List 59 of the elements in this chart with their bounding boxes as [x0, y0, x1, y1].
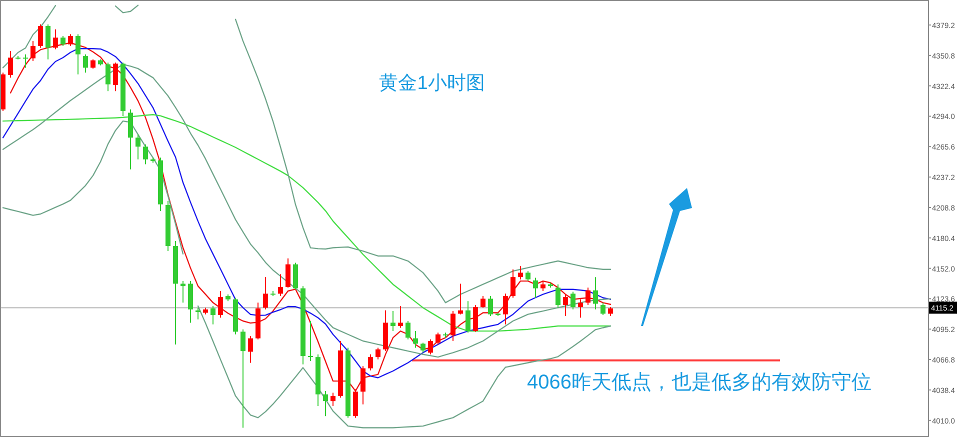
candlestick [466, 300, 470, 334]
candlestick [308, 320, 313, 362]
candlestick [526, 270, 530, 282]
candlestick [510, 268, 516, 298]
candlestick [398, 305, 403, 328]
candlestick [563, 294, 568, 317]
candlestick [570, 291, 576, 310]
candlestick [556, 284, 560, 308]
candlestick [263, 276, 268, 310]
candlestick [488, 296, 493, 317]
candlestick [436, 332, 440, 345]
candlestick [248, 336, 253, 364]
candlestick [480, 296, 486, 308]
candlestick [450, 310, 456, 342]
ref-line-label: 4066昨天低点，也是低多的有效防守位 [527, 371, 872, 394]
candlestick [578, 298, 583, 318]
candlestick [413, 330, 418, 348]
candlestick [136, 134, 140, 160]
candlestick [278, 274, 283, 297]
candlestick [23, 54, 28, 68]
candlestick [196, 307, 200, 320]
candlestick [83, 54, 88, 74]
candlestick [53, 28, 58, 50]
candlestick [30, 40, 36, 62]
candlestick [330, 392, 336, 407]
candlestick [38, 24, 43, 48]
candlestick [420, 342, 426, 354]
candlestick [68, 34, 73, 46]
candlestick [518, 266, 523, 280]
candlestick [323, 390, 328, 417]
candlestick [503, 293, 508, 325]
candlestick [113, 62, 118, 92]
candlestick [8, 50, 13, 78]
candlestick [406, 320, 410, 340]
candlestick [376, 347, 380, 360]
candlestick [473, 304, 478, 332]
candlestick [533, 277, 538, 298]
candlestick [540, 280, 546, 292]
candlestick [240, 328, 246, 428]
candlestick [360, 366, 366, 405]
candlestick [368, 354, 373, 371]
candlestick [293, 262, 298, 290]
candlestick [600, 302, 606, 316]
candlestick [286, 258, 290, 288]
candlestick [428, 338, 433, 355]
candlestick [106, 62, 110, 92]
candlestick [210, 305, 216, 325]
text: 黄金1小时图 [379, 73, 485, 94]
candlestick [390, 310, 396, 332]
candlestick [90, 58, 96, 70]
candlestick [143, 144, 148, 165]
candlestick [46, 24, 50, 60]
candlestick [60, 36, 66, 46]
candlestick [218, 290, 223, 318]
candlestick [586, 287, 590, 306]
candlestick [76, 34, 80, 75]
candlestick [593, 276, 598, 310]
candlestick [458, 283, 463, 315]
candlestick [180, 280, 186, 304]
